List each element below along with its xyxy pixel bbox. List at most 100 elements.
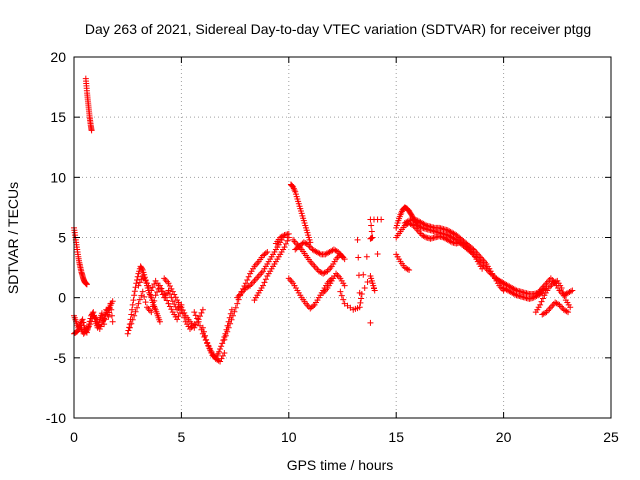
data-point [285, 230, 292, 237]
data-point [131, 288, 138, 295]
data-point [128, 311, 135, 318]
data-point [169, 298, 176, 305]
data-point [168, 306, 175, 313]
data-point [200, 328, 207, 335]
data-point [205, 342, 212, 349]
data-point [192, 321, 199, 328]
data-point [244, 277, 251, 284]
data-point [181, 309, 188, 316]
data-point [222, 332, 229, 339]
data-point [232, 304, 239, 311]
y-tick-label: 20 [50, 49, 66, 65]
data-point [569, 287, 576, 294]
data-point [174, 316, 181, 323]
data-point [154, 289, 161, 296]
data-point [83, 281, 90, 288]
data-point [262, 250, 269, 257]
data-point [194, 315, 201, 322]
data-point [261, 279, 268, 286]
axis-ticks [73, 56, 612, 419]
data-point [260, 282, 267, 289]
data-point [262, 276, 269, 283]
data-point [131, 312, 138, 319]
data-point [280, 232, 287, 239]
data-point [192, 312, 199, 319]
data-point [136, 296, 143, 303]
data-point [139, 265, 146, 272]
data-point [479, 265, 486, 272]
data-point [368, 222, 375, 229]
data-point [81, 322, 88, 329]
y-tick-label: 5 [58, 230, 66, 246]
data-point [152, 292, 159, 299]
tick-labels: 0 5 10 15 20 25 -10 -5 0 5 10 15 20 [46, 49, 619, 445]
data-point [109, 318, 116, 325]
y-tick-label: 15 [50, 109, 66, 125]
data-points [71, 75, 576, 365]
data-point [404, 218, 411, 225]
data-point [141, 293, 148, 300]
data-point [204, 339, 211, 346]
data-point [339, 253, 346, 260]
data-point [360, 271, 367, 278]
data-point [217, 358, 224, 365]
data-point [369, 234, 376, 241]
data-point [128, 320, 135, 327]
data-point [135, 300, 142, 307]
data-point [109, 298, 116, 305]
data-point [131, 292, 138, 299]
data-point [82, 328, 89, 335]
data-point [178, 301, 185, 308]
data-point [221, 336, 228, 343]
x-tick-label: 15 [388, 429, 404, 445]
data-point [539, 295, 546, 302]
data-point [88, 127, 95, 134]
data-point [125, 327, 132, 334]
grid-lines [74, 57, 611, 418]
data-point [282, 240, 289, 247]
data-point [92, 315, 99, 322]
data-point [138, 292, 145, 299]
data-point [179, 307, 186, 314]
data-point [171, 301, 178, 308]
data-point [363, 253, 370, 260]
data-point [151, 281, 158, 288]
data-point [126, 324, 133, 331]
data-point [421, 221, 428, 228]
data-point [158, 288, 165, 295]
data-point [139, 288, 146, 295]
x-tick-label: 0 [70, 429, 78, 445]
data-point [142, 299, 149, 306]
chart-title: Day 263 of 2021, Sidereal Day-to-day VTE… [85, 21, 591, 37]
data-point [168, 294, 175, 301]
data-point [166, 303, 173, 310]
data-point [340, 296, 347, 303]
y-tick-label: -10 [46, 410, 66, 426]
data-point [132, 308, 139, 315]
data-point [94, 319, 101, 326]
data-point [148, 287, 155, 294]
data-point [148, 309, 155, 316]
data-point [128, 306, 135, 313]
data-point [338, 292, 345, 299]
data-point [364, 279, 371, 286]
data-point [93, 316, 100, 323]
data-point [165, 300, 172, 307]
data-point [406, 266, 413, 273]
data-point [166, 283, 173, 290]
data-point [165, 280, 172, 287]
data-point [537, 301, 544, 308]
data-point [134, 273, 141, 280]
data-point [202, 332, 209, 339]
data-point [151, 297, 158, 304]
y-tick-label: 10 [50, 169, 66, 185]
data-point [421, 233, 428, 240]
data-point [191, 309, 198, 316]
x-axis-label: GPS time / hours [287, 457, 394, 473]
data-point [234, 300, 241, 307]
x-tick-label: 25 [603, 429, 619, 445]
data-point [79, 316, 86, 323]
data-point [203, 336, 210, 343]
data-point [563, 308, 570, 315]
data-point [447, 238, 454, 245]
